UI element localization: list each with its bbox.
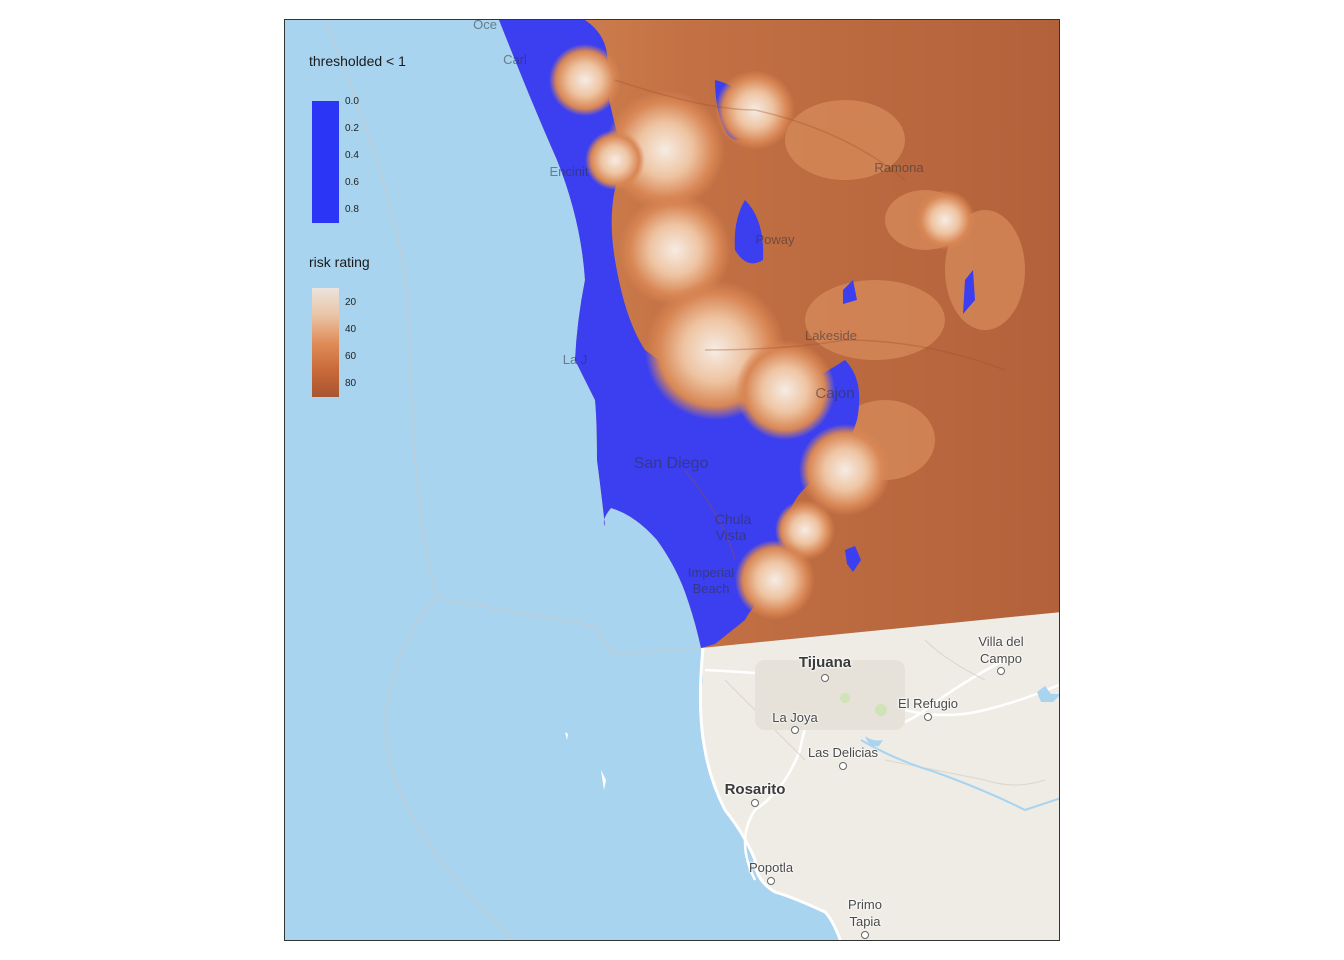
place-dot-el-refugio	[924, 713, 932, 721]
tijuana-urban	[755, 660, 905, 730]
place-label-imperial-line2: Beach	[692, 581, 730, 596]
place-dot-las-delicias	[839, 762, 847, 770]
us-roads	[614, 79, 1006, 561]
place-label-chula-vista-line2: Vista	[715, 527, 747, 543]
place-dot-tijuana	[821, 674, 829, 682]
place-label-imperial-line1: Imperial	[687, 565, 735, 580]
place-label-las-delicias: Las Delicias	[807, 745, 879, 760]
place-label-villa-del-campo-line2: Campo	[980, 651, 1022, 666]
coastline-mexico	[698, 647, 842, 940]
legend-tick-label: 0.4	[345, 150, 359, 161]
place-label-encinitas: Encinit	[549, 164, 589, 179]
place-dot-rosarito	[751, 799, 759, 807]
place-label-la-jolla-us: La J	[562, 352, 588, 367]
map-canvas[interactable]	[285, 20, 1060, 941]
lake	[1037, 686, 1059, 702]
legend-tick-label: 0.2	[345, 123, 359, 134]
place-label-primo-tapia-line2: Tapia	[849, 914, 881, 929]
park	[840, 693, 850, 703]
place-label-villa-del-campo-line1: Villa del	[978, 634, 1024, 649]
place-label-la-joya: La Joya	[772, 710, 818, 725]
park	[875, 704, 887, 716]
legend-tick-label: 0.8	[345, 204, 359, 215]
threshold-region	[499, 20, 860, 648]
threshold-region	[845, 546, 861, 572]
maritime-boundary-south	[383, 597, 515, 940]
legend-tick-label: 20	[345, 297, 357, 308]
place-label-popotla: Popotla	[748, 860, 794, 875]
reservoir	[865, 736, 883, 747]
place-dot-primo-tapia	[861, 931, 869, 939]
place-label-rosarito: Rosarito	[724, 781, 786, 798]
place-dot-villa-del-campo	[997, 667, 1005, 675]
place-label-poway: Poway	[755, 232, 795, 247]
risk-hotspots	[549, 44, 975, 620]
place-label-san-diego: San Diego	[633, 455, 709, 472]
legend-title-threshold: thresholded < 1	[309, 53, 406, 69]
legend-tick-label: 60	[345, 351, 357, 362]
legend-tick-label: 0.0	[345, 96, 359, 107]
place-label-tijuana: Tijuana	[798, 654, 852, 671]
place-label-primo-tapia-line1: Primo	[848, 897, 882, 912]
legend-tick-label: 80	[345, 378, 357, 389]
maritime-boundary	[324, 20, 706, 656]
threshold-region	[843, 280, 857, 304]
legend-tick-label: 0.6	[345, 177, 359, 188]
place-dot-la-joya	[791, 726, 799, 734]
place-label-carlsbad: Carl	[503, 52, 527, 67]
place-label-lakeside: Lakeside	[804, 328, 858, 343]
legend-title-risk: risk rating	[309, 254, 370, 270]
legend-colorbar-threshold	[312, 101, 339, 223]
place-label-cajon: Cajon	[815, 385, 855, 402]
legend-colorbar-risk	[312, 288, 339, 397]
place-label-chula-vista-line1: Chula	[714, 511, 752, 527]
threshold-region	[734, 200, 764, 264]
legend-tick-label: 40	[345, 324, 357, 335]
island	[565, 732, 568, 740]
river	[860, 739, 1059, 812]
place-dot-popotla	[767, 877, 775, 885]
place-label-oceanside: Oce	[473, 19, 497, 32]
place-label-ramona: Ramona	[874, 160, 924, 175]
place-label-el-refugio: El Refugio	[898, 696, 958, 711]
island	[601, 770, 606, 790]
threshold-region	[963, 270, 975, 314]
map-panel[interactable]: Oce Carl Encinit Ramona Poway La J Lakes…	[284, 19, 1060, 941]
